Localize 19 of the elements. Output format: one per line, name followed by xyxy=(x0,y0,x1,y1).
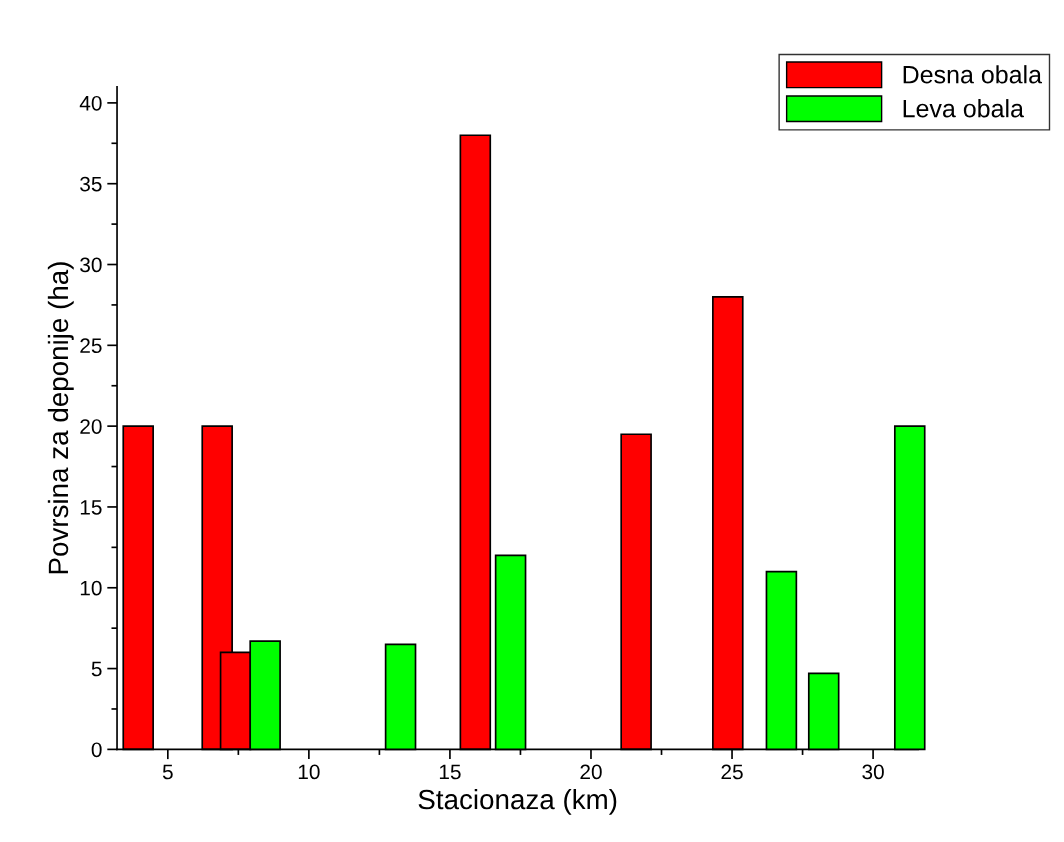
y-tick-label: 10 xyxy=(80,580,102,596)
y-tick-label: 20 xyxy=(80,419,102,434)
x-tick-label: 10 xyxy=(298,764,320,780)
y-tick-label: 15 xyxy=(80,500,102,515)
y-axis-title: Povrsina za deponije (ha) xyxy=(47,262,74,574)
y-tick-label: 0 xyxy=(91,742,102,758)
x-tick-label: 25 xyxy=(721,764,743,780)
y-tick-label: 25 xyxy=(80,338,102,354)
y-tick-label: 5 xyxy=(91,661,102,677)
y-tick-label: 40 xyxy=(79,95,102,111)
x-axis-title: Stacionaza (km) xyxy=(418,788,617,815)
legend-label: Desna obala xyxy=(903,65,1043,84)
legend-label: Leva obala xyxy=(903,99,1024,118)
y-tick-label: 35 xyxy=(80,176,102,192)
y-tick-label: 30 xyxy=(80,257,102,273)
x-tick-label: 15 xyxy=(439,764,461,780)
x-tick-label: 20 xyxy=(580,764,602,780)
x-tick-label: 5 xyxy=(162,764,173,780)
x-tick-label: 30 xyxy=(862,764,884,780)
